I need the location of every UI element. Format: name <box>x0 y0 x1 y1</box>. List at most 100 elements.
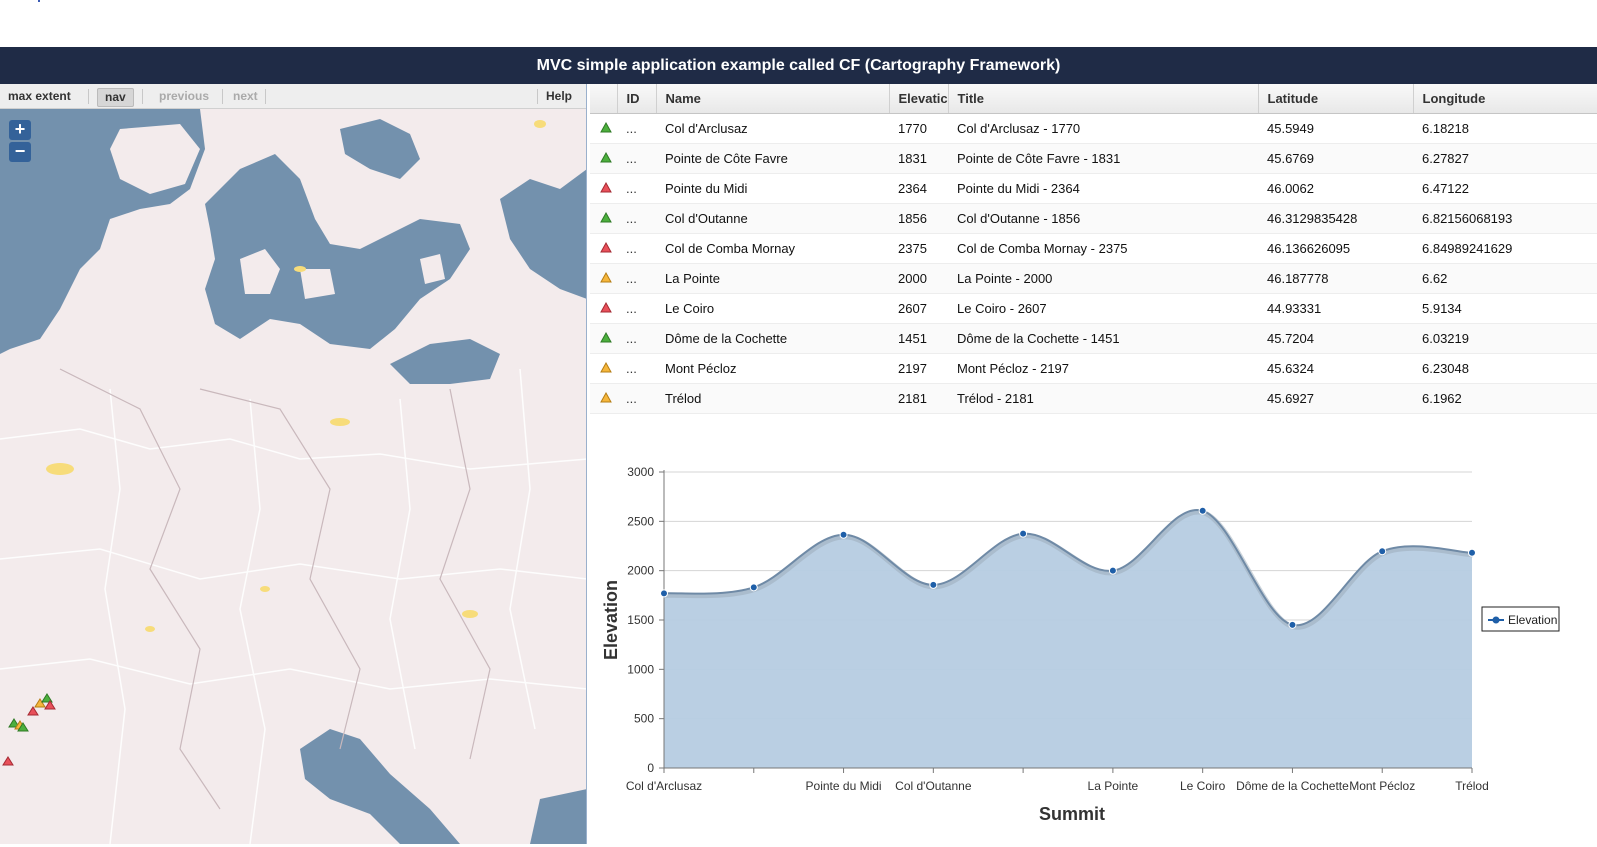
table-row[interactable]: ... Pointe de Côte Favre 1831 Pointe de Côt… <box>590 143 1597 174</box>
row-icon-cell <box>590 263 617 294</box>
cell-longitude: 6.84989241629 <box>1413 233 1597 264</box>
map-view[interactable]: + − <box>0 109 587 844</box>
y-tick-label: 500 <box>634 712 654 726</box>
cell-name: Trélod <box>656 383 889 414</box>
row-icon-cell <box>590 113 617 144</box>
map-marker-green[interactable] <box>41 693 53 703</box>
column-header-title[interactable]: Title <box>948 84 1259 114</box>
cell-id: ... <box>617 323 656 354</box>
previous-button[interactable]: previous <box>159 89 210 103</box>
islands <box>110 124 445 299</box>
data-point <box>1108 566 1117 575</box>
y-tick-label: 1500 <box>627 613 654 627</box>
cell-latitude: 45.6927 <box>1258 383 1413 414</box>
cell-id: ... <box>617 263 656 294</box>
urban-areas <box>46 120 546 632</box>
cell-title: La Pointe - 2000 <box>948 263 1258 294</box>
series-line-shadow <box>664 509 1474 630</box>
column-header-id[interactable]: ID <box>617 84 657 114</box>
toolbar-separator <box>265 89 266 104</box>
icon-column-header <box>590 84 618 114</box>
cell-longitude: 6.82156068193 <box>1413 203 1597 234</box>
cell-id: ... <box>617 353 656 384</box>
admin-borders <box>0 368 586 844</box>
orange-triangle-icon <box>600 391 612 403</box>
data-point <box>839 530 848 539</box>
table-row[interactable]: ... Le Coiro 2607 Le Coiro - 2607 44.93331 5.… <box>590 293 1597 324</box>
cell-name: Mont Pécloz <box>656 353 889 384</box>
table-row[interactable]: ... Col de Comba Mornay 2375 Col de Comba M… <box>590 233 1597 264</box>
map-marker-green[interactable] <box>17 722 29 732</box>
table-row[interactable]: ... Pointe du Midi 2364 Pointe du Midi - 23… <box>590 173 1597 204</box>
green-triangle-icon <box>600 331 612 343</box>
x-tick-label: Pointe du Midi <box>806 779 882 793</box>
cell-id: ... <box>617 293 656 324</box>
map-marker-red[interactable] <box>2 756 14 766</box>
cell-title: Col d'Outanne - 1856 <box>948 203 1258 234</box>
data-point <box>1468 548 1476 557</box>
table-row[interactable]: ... Col d'Arclusaz 1770 Col d'Arclusaz - 17… <box>590 113 1597 144</box>
chart-svg: 0 500 1000 1500 2000 2500 3000 Col d'Arclusaz Po… <box>601 465 1560 824</box>
max-extent-button[interactable]: max extent <box>8 89 71 103</box>
cell-longitude: 6.62 <box>1413 263 1597 294</box>
summit-grid: ID Name Elevatic Title Latitude Longitud… <box>590 84 1597 414</box>
nav-button[interactable]: nav <box>97 88 134 107</box>
row-icon-cell <box>590 383 617 414</box>
y-tick-label: 0 <box>647 761 654 775</box>
orange-triangle-icon <box>600 361 612 373</box>
cell-name: Col d'Arclusaz <box>656 113 889 144</box>
map-panel: max extent nav previous next Help <box>0 84 587 844</box>
column-header-longitude[interactable]: Longitude <box>1413 84 1597 114</box>
cell-title: Mont Pécloz - 2197 <box>948 353 1258 384</box>
data-point <box>749 583 758 592</box>
map-marker-green[interactable] <box>8 718 20 728</box>
data-point <box>660 589 668 598</box>
column-header-elevation[interactable]: Elevatic <box>889 84 949 114</box>
cell-id: ... <box>617 233 656 264</box>
map-basemap[interactable] <box>0 109 587 844</box>
cell-longitude: 6.03219 <box>1413 323 1597 354</box>
map-marker-red[interactable] <box>44 700 56 710</box>
cell-latitude: 46.136626095 <box>1258 233 1413 264</box>
table-row[interactable]: ... La Pointe 2000 La Pointe - 2000 46.18777… <box>590 263 1597 294</box>
summit-table: ID Name Elevatic Title Latitude Longitud… <box>590 84 1597 414</box>
page-marker <box>38 0 40 2</box>
table-row[interactable]: ... Dôme de la Cochette 1451 Dôme de la Coc… <box>590 323 1597 354</box>
cell-title: Trélod - 2181 <box>948 383 1258 414</box>
cell-elevation: 2375 <box>889 233 948 264</box>
table-row[interactable]: ... Trélod 2181 Trélod - 2181 45.6927 6.1962 <box>590 383 1597 414</box>
data-point <box>1198 506 1207 515</box>
data-point <box>929 580 938 589</box>
cell-latitude: 45.5949 <box>1258 113 1413 144</box>
toolbar-separator <box>88 89 89 104</box>
y-axis-title: Elevation <box>601 580 621 660</box>
map-marker-orange[interactable] <box>34 698 46 708</box>
column-header-latitude[interactable]: Latitude <box>1258 84 1414 114</box>
cell-id: ... <box>617 173 656 204</box>
cell-elevation: 1770 <box>889 113 948 144</box>
data-point <box>1378 547 1387 556</box>
cell-elevation: 1451 <box>889 323 948 354</box>
cell-elevation: 2000 <box>889 263 948 294</box>
row-icon-cell <box>590 143 617 174</box>
chart-legend: Elevation <box>1481 606 1560 632</box>
row-icon-cell <box>590 323 617 354</box>
row-icon-cell <box>590 233 617 264</box>
summit-markers[interactable] <box>2 693 56 766</box>
help-button[interactable]: Help <box>546 89 573 103</box>
row-icon-cell <box>590 173 617 204</box>
table-row[interactable]: ... Mont Pécloz 2197 Mont Pécloz - 2197 45.6… <box>590 353 1597 384</box>
cell-longitude: 6.23048 <box>1413 353 1597 384</box>
zoom-out-button[interactable]: − <box>9 142 31 162</box>
cell-name: La Pointe <box>656 263 889 294</box>
cell-name: Dôme de la Cochette <box>656 323 889 354</box>
table-row[interactable]: ... Col d'Outanne 1856 Col d'Outanne - 1856… <box>590 203 1597 234</box>
cell-latitude: 44.93331 <box>1258 293 1413 324</box>
zoom-in-button[interactable]: + <box>9 120 31 140</box>
map-marker-red[interactable] <box>27 706 39 716</box>
next-button[interactable]: next <box>233 89 258 103</box>
cell-name: Le Coiro <box>656 293 889 324</box>
column-header-name[interactable]: Name <box>656 84 890 114</box>
x-tick-label: La Pointe <box>1088 779 1139 793</box>
map-toolbar: max extent nav previous next Help <box>0 84 586 109</box>
